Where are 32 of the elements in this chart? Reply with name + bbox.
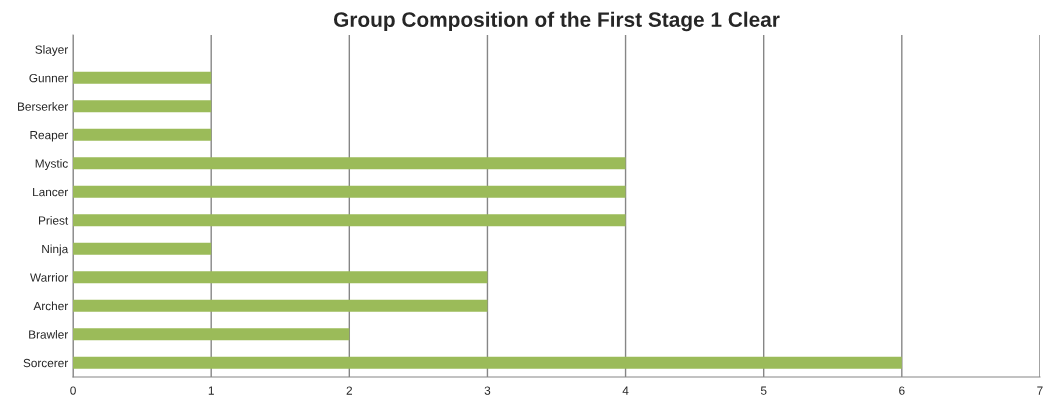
x-tick-label: 4	[622, 386, 629, 395]
bar	[73, 128, 212, 141]
y-tick-label: Warrior	[30, 273, 69, 282]
chart-title: Group Composition of the First Stage 1 Clear	[333, 11, 780, 32]
y-tick-label: Archer	[33, 301, 69, 311]
x-tick-label: 6	[899, 386, 905, 395]
y-tick-label: Berserker	[18, 102, 69, 111]
x-tick-label: 0	[70, 386, 76, 395]
bar	[73, 328, 350, 341]
x-tick-label: 7	[1037, 386, 1043, 395]
x-tick-label: 1	[208, 386, 214, 395]
bar	[73, 214, 626, 227]
x-tick-label: 5	[760, 386, 767, 395]
bar	[73, 185, 626, 198]
bar	[73, 157, 626, 170]
x-tick-label: 3	[484, 386, 491, 395]
y-tick-label: Gunner	[29, 73, 69, 83]
bar	[73, 242, 212, 255]
y-tick-label: Ninja	[42, 244, 69, 256]
y-tick-label: Sorcerer	[23, 358, 69, 368]
y-tick-label: Mystic	[35, 159, 68, 171]
x-tick-label: 2	[346, 386, 353, 395]
bar	[73, 100, 212, 113]
y-tick-label: Lancer	[33, 187, 69, 197]
bar	[73, 299, 488, 312]
bar	[73, 356, 902, 369]
y-tick-label: Priest	[39, 216, 69, 225]
bar	[73, 271, 488, 284]
y-tick-label: Reaper	[30, 131, 69, 142]
y-tick-label: Brawler	[29, 330, 69, 339]
bar	[73, 71, 212, 84]
y-tick-label: Slayer	[35, 45, 69, 57]
